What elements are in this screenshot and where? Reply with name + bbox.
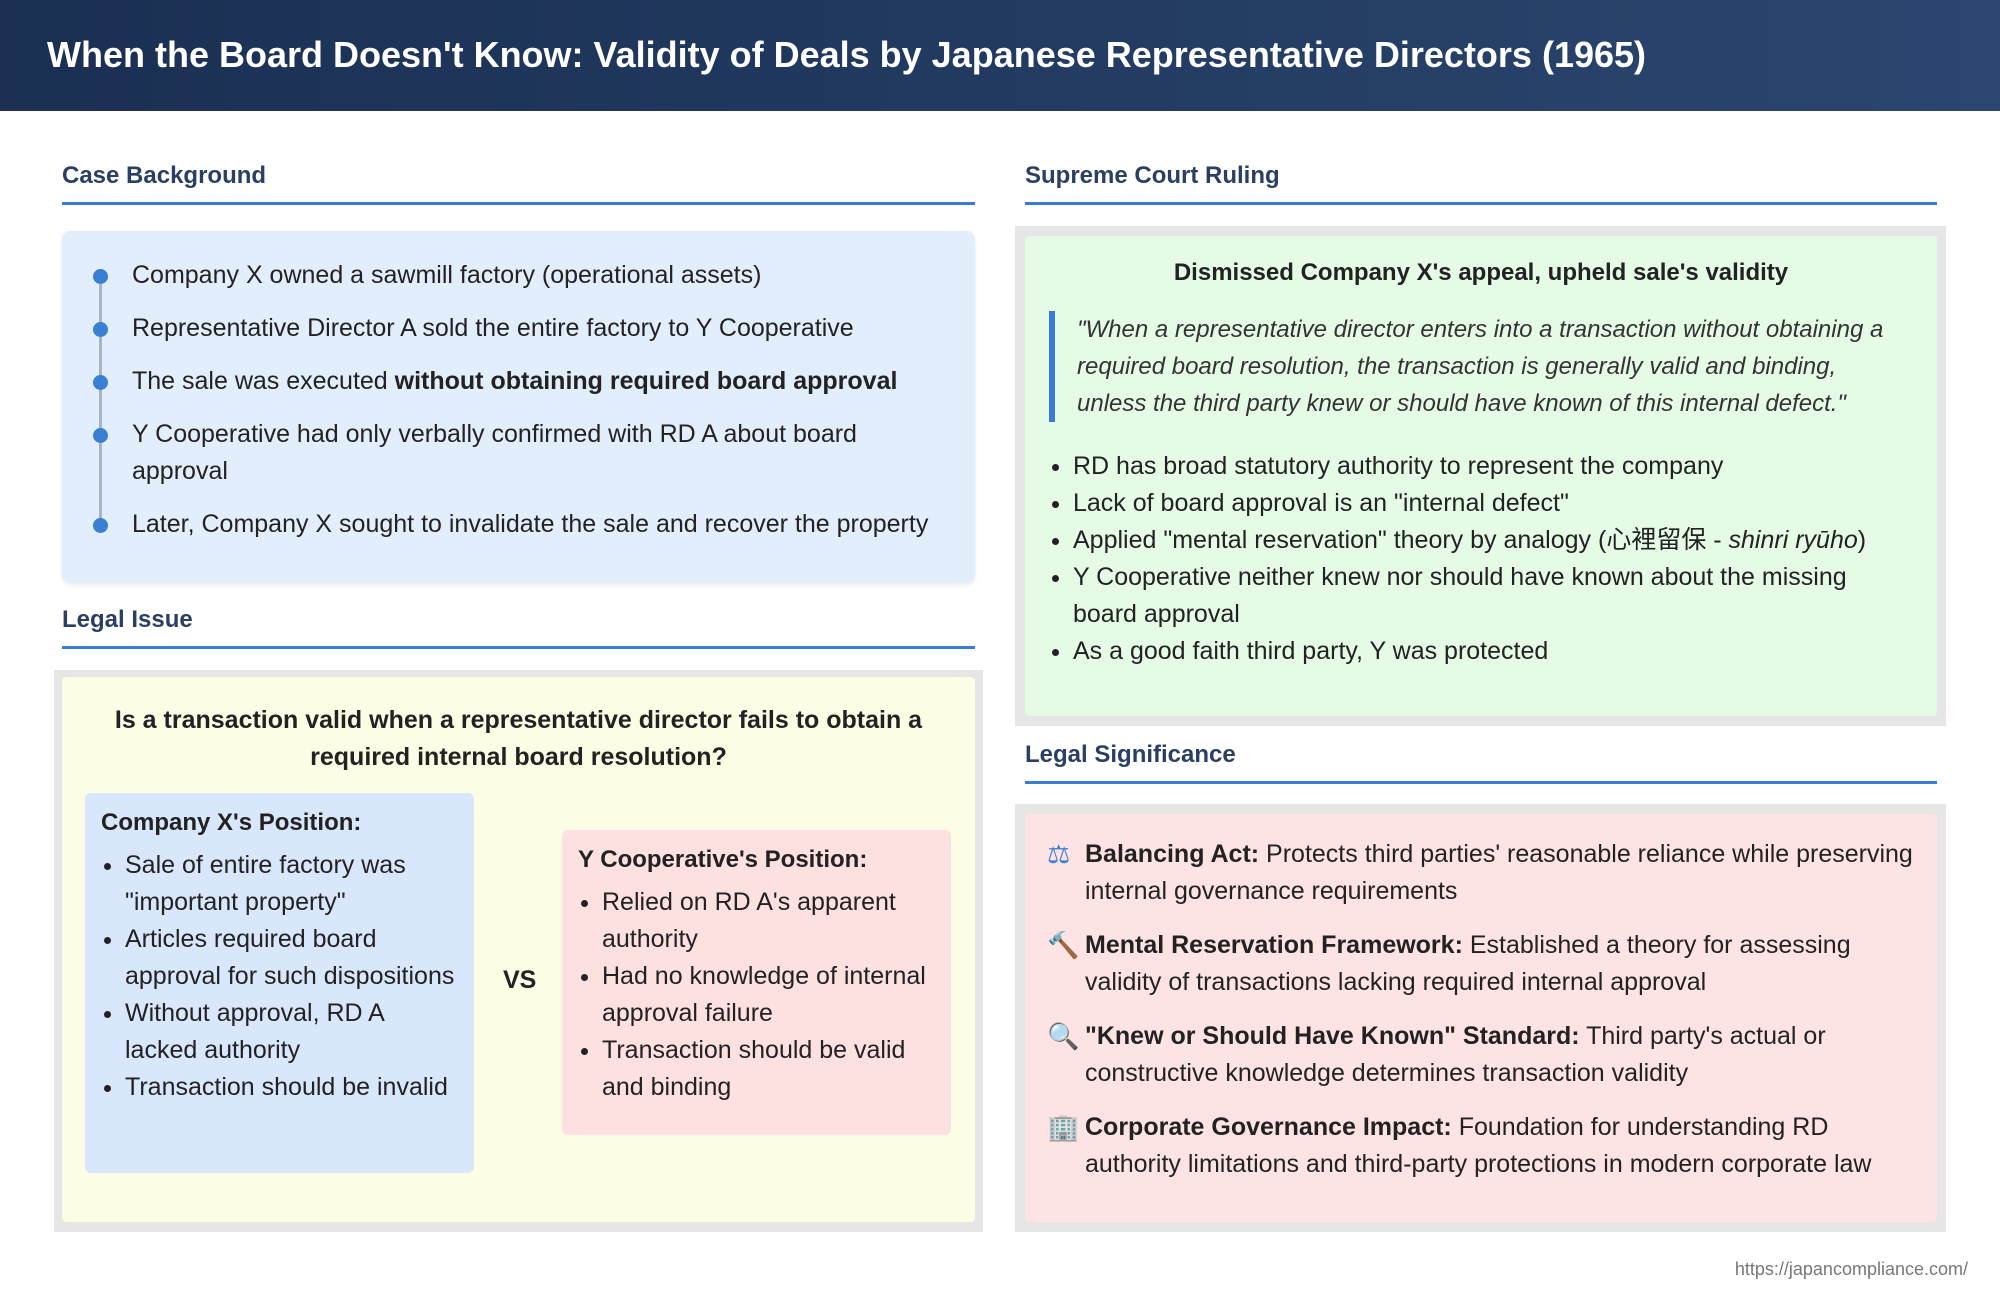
building-icon: 🏢: [1047, 1112, 1080, 1142]
timeline-item: Representative Director A sold the entir…: [93, 310, 935, 376]
item-title: Corporate Governance Impact:: [1085, 1113, 1452, 1141]
scale-icon: ⚖: [1047, 839, 1071, 869]
timeline: Company X owned a sawmill factory (opera…: [62, 231, 975, 583]
ruling-item: RD has broad statutory authority to repr…: [1073, 448, 1917, 485]
significance-item: 🔍 "Knew or Should Have Known" Standard: T…: [1047, 1018, 1917, 1092]
item-text: Third party's actual or constructive kno…: [1085, 1022, 1826, 1087]
position-item: Transaction should be valid and binding: [602, 1032, 935, 1106]
significance-item: 🔨 Mental Reservation Framework: Establish…: [1047, 927, 1917, 1001]
source-url[interactable]: https://japancompliance.com/: [1734, 1259, 1968, 1279]
ruling-quote: "When a representative director enters i…: [1049, 311, 1907, 422]
ruling-box: Dismissed Company X's appeal, upheld sal…: [1025, 236, 1937, 716]
gavel-icon: 🔨: [1047, 930, 1080, 960]
company-x-position: Company X's Position: Sale of entire fac…: [85, 793, 474, 1173]
item-title: Mental Reservation Framework:: [1085, 931, 1463, 959]
text: ): [1857, 526, 1867, 554]
ruling-title: Dismissed Company X's appeal, upheld sal…: [1173, 259, 1789, 286]
position-title: Company X's Position:: [101, 809, 362, 836]
item-title: "Knew or Should Have Known" Standard:: [1085, 1022, 1580, 1050]
significance-heading: Legal Significance: [1025, 741, 1937, 784]
ruling-heading: Supreme Court Ruling: [1025, 162, 1937, 205]
vs-label: VS: [503, 966, 537, 994]
timeline-item: Y Cooperative had only verbally confirme…: [93, 416, 935, 519]
ruling-item: As a good faith third party, Y was prote…: [1073, 633, 1917, 670]
position-item: Without approval, RD A lacked authority: [125, 995, 458, 1069]
italic-text: shinri ryūho: [1728, 526, 1858, 554]
position-item: Sale of entire factory was "important pr…: [125, 847, 458, 921]
ruling-item: Lack of board approval is an "internal d…: [1073, 485, 1917, 522]
position-item: Transaction should be invalid: [125, 1069, 458, 1106]
position-item: Had no knowledge of internal approval fa…: [602, 958, 935, 1032]
timeline-item: Company X owned a sawmill factory (opera…: [93, 257, 935, 323]
significance-box: ⚖ Balancing Act: Protects third parties' …: [1025, 814, 1937, 1222]
timeline-item: The sale was executed without obtaining …: [93, 363, 935, 429]
bold-text: without obtaining required board approva…: [394, 367, 898, 395]
header: When the Board Doesn't Know: Validity of…: [0, 0, 2000, 111]
item-title: Balancing Act:: [1085, 840, 1260, 868]
y-cooperative-position: Y Cooperative's Position: Relied on RD A…: [562, 830, 951, 1135]
position-item: Relied on RD A's apparent authority: [602, 884, 935, 958]
item-text: Protects third parties' reasonable relia…: [1085, 840, 1913, 905]
ruling-item: Applied "mental reservation" theory by a…: [1073, 522, 1917, 559]
significance-item: 🏢 Corporate Governance Impact: Foundation…: [1047, 1109, 1917, 1183]
legal-issue-heading: Legal Issue: [62, 606, 975, 649]
text: The sale was executed: [132, 367, 395, 395]
case-background-heading: Case Background: [62, 162, 975, 205]
timeline-item: Later, Company X sought to invalidate th…: [93, 506, 935, 543]
page-title: When the Board Doesn't Know: Validity of…: [47, 34, 1647, 75]
issue-question: Is a transaction valid when a representa…: [114, 706, 923, 771]
position-item: Articles required board approval for suc…: [125, 921, 458, 995]
search-icon: 🔍: [1047, 1021, 1080, 1051]
significance-item: ⚖ Balancing Act: Protects third parties' …: [1047, 836, 1917, 910]
position-title: Y Cooperative's Position:: [578, 846, 868, 873]
item-text: Established a theory for assessing valid…: [1085, 931, 1851, 996]
item-text: Foundation for understanding RD authorit…: [1085, 1113, 1872, 1178]
ruling-item: Y Cooperative neither knew nor should ha…: [1073, 559, 1917, 633]
text: Applied "mental reservation" theory by a…: [1073, 526, 1729, 554]
